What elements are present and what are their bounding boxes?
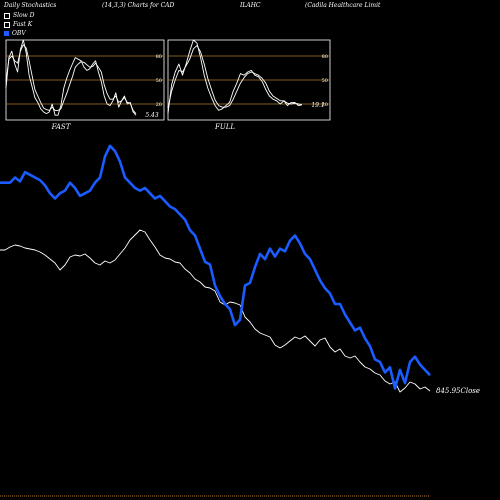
chart-header-company: (Cadila Healthcare Limit <box>305 2 381 9</box>
full-tick-label-20: 20 <box>322 102 328 108</box>
full-series-fast-k <box>167 39 303 114</box>
full-series-slow-d <box>167 45 303 109</box>
fast-series-slow-d <box>5 44 137 114</box>
fast-tick-label-50: 50 <box>156 78 162 84</box>
legend-item-obv: OBV <box>4 30 26 37</box>
chart-header-left: Daily Stochastics <box>4 2 57 9</box>
close-price-line <box>0 229 431 393</box>
obv-line <box>0 144 431 390</box>
legend-swatch-obv <box>4 31 9 36</box>
legend-label-fast-k: Fast K <box>13 21 33 28</box>
fast-tick-label-80: 80 <box>156 54 162 60</box>
fast-tick-label-20: 20 <box>156 102 162 108</box>
fast-last-value-label: 5.43 <box>145 112 159 119</box>
fast-series-fast-k <box>5 39 137 116</box>
chart-header-ticker: ILAHC <box>240 2 261 9</box>
legend-swatch-fast-k <box>4 21 10 28</box>
full-tick-label-80: 80 <box>322 54 328 60</box>
chart-header-params: (14,3,3) Charts for CAD <box>102 2 175 9</box>
fast-panel-title: FAST <box>51 123 72 131</box>
legend-swatch-slow-d <box>4 12 10 19</box>
close-last-value-label: 845.95Close <box>436 387 480 395</box>
legend-label-obv: OBV <box>12 30 26 37</box>
close-last-value-suffix: Close <box>461 387 481 395</box>
full-panel-title: FULL <box>214 123 235 131</box>
full-tick-label-50: 50 <box>322 78 328 84</box>
legend-item-fast-k: Fast K <box>4 21 32 28</box>
full-last-value-label: 19.1 <box>311 102 324 109</box>
legend-item-slow-d: Slow D <box>4 12 35 19</box>
legend-label-slow-d: Slow D <box>13 12 35 19</box>
